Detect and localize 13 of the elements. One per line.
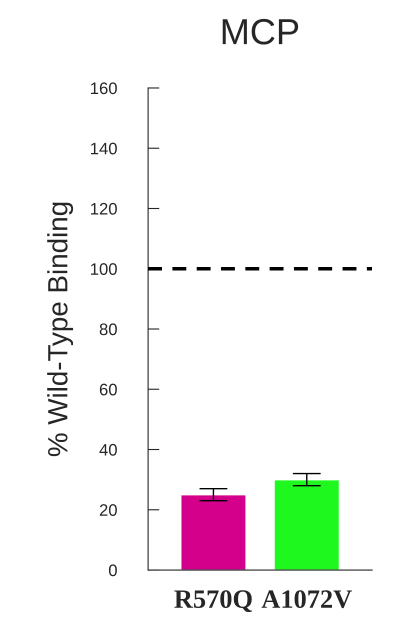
- y-tick-label: 60: [100, 384, 117, 396]
- y-tick-label: 0: [108, 564, 117, 576]
- y-tick-label: 40: [99, 444, 117, 456]
- y-tick-label: 160: [91, 82, 117, 94]
- y-tick-label: 20: [100, 504, 117, 516]
- x-tick-label: A1072V: [262, 590, 352, 608]
- y-axis-title: % Wild-Type Binding: [47, 202, 74, 456]
- chart-title: MCP: [222, 18, 298, 45]
- y-tick-label: 80: [100, 323, 117, 336]
- y-tick-label: 100: [91, 263, 117, 275]
- y-tick-label: 140: [91, 142, 117, 154]
- x-tick-label: R570Q: [174, 590, 252, 612]
- y-tick-label: 120: [91, 202, 117, 215]
